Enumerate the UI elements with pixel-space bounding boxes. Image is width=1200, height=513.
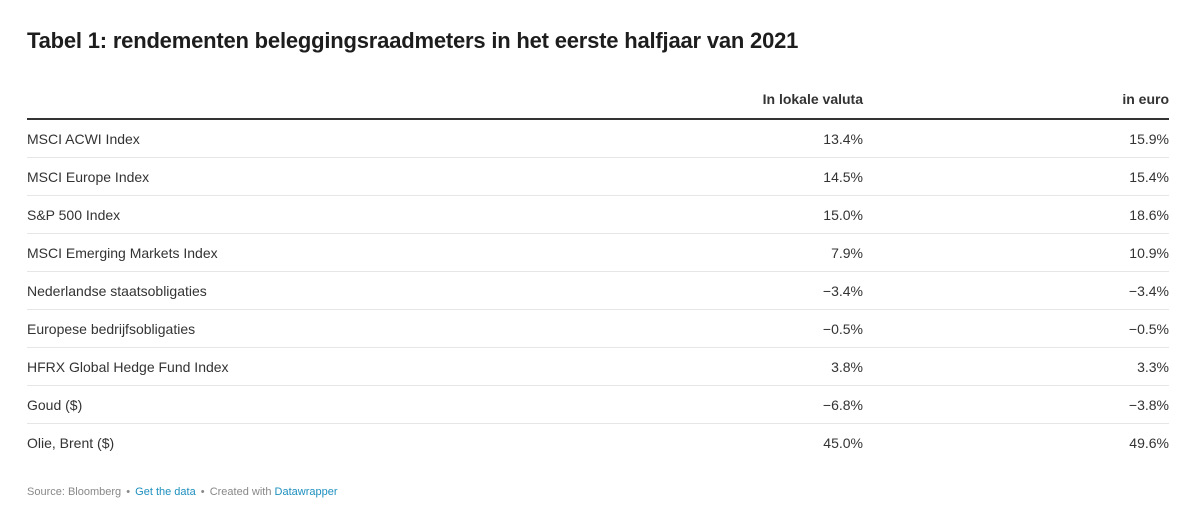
cell-euro: −3.4% xyxy=(863,271,1169,310)
cell-local-currency: 15.0% xyxy=(663,195,863,234)
source-note: Source: Bloomberg xyxy=(27,486,122,498)
cell-euro: 18.6% xyxy=(863,195,1169,234)
row-label: MSCI Europe Index xyxy=(27,157,663,196)
cell-local-currency: 45.0% xyxy=(823,434,863,451)
table-header-row: In lokale valuta in euro xyxy=(27,80,1169,120)
table-row: HFRX Global Hedge Fund Index 3.8% 3.3% xyxy=(27,347,1169,386)
table-body: MSCI ACWI Index 13.4% 15.9% MSCI Europe Ind… xyxy=(27,119,1169,461)
table-row: MSCI Emerging Markets Index 7.9% 10.9% xyxy=(27,233,1169,272)
row-label: HFRX Global Hedge Fund Index xyxy=(27,347,663,386)
table-row: MSCI Europe Index 14.5% 15.4% xyxy=(27,157,1169,196)
row-label: Europese bedrijfsobligaties xyxy=(27,309,663,348)
cell-local-currency: 14.5% xyxy=(663,157,863,196)
table-row: Nederlandse staatsobligaties −3.4% −3.4% xyxy=(27,271,1169,310)
cell-euro: −0.5% xyxy=(863,309,1169,348)
row-label: Goud ($) xyxy=(27,385,663,424)
cell-euro: 3.3% xyxy=(863,347,1169,386)
table-row: Olie, Brent ($) 45.0% 49.6% xyxy=(27,424,1169,462)
data-table: In lokale valuta in euro MSCI ACWI Index… xyxy=(27,80,1169,461)
row-label: Olie, Brent ($) xyxy=(27,434,115,451)
cell-euro: −3.8% xyxy=(863,385,1169,424)
column-header-euro[interactable]: in euro xyxy=(863,80,1169,120)
get-the-data-link[interactable]: Get the data xyxy=(135,486,196,498)
row-label: MSCI Emerging Markets Index xyxy=(27,233,663,272)
column-header-local-currency[interactable]: In lokale valuta xyxy=(663,80,863,120)
chart-title: Tabel 1: rendementen beleggingsraadmeter… xyxy=(27,28,799,53)
chart-container: Tabel 1: rendementen beleggingsraadmeter… xyxy=(27,27,1169,499)
cell-euro: 15.4% xyxy=(863,157,1169,196)
created-with-label: Created with xyxy=(209,486,272,498)
chart-footer: Source: Bloomberg • Get the data • Creat… xyxy=(27,485,1169,499)
cell-local-currency: 7.9% xyxy=(663,233,863,272)
column-header-name[interactable] xyxy=(27,80,663,120)
row-label: Nederlandse staatsobligaties xyxy=(27,271,663,310)
datawrapper-link[interactable]: Datawrapper xyxy=(274,486,338,498)
row-label: S&P 500 Index xyxy=(27,195,663,234)
row-label: MSCI ACWI Index xyxy=(27,119,663,158)
cell-local-currency: 13.4% xyxy=(663,119,863,158)
cell-local-currency: −3.4% xyxy=(663,271,863,310)
table-row: Goud ($) −6.8% −3.8% xyxy=(27,385,1169,424)
cell-local-currency: −0.5% xyxy=(663,309,863,348)
cell-euro: 15.9% xyxy=(863,119,1169,158)
table-row: Europese bedrijfsobligaties −0.5% −0.5% xyxy=(27,309,1169,348)
footer-separator: • xyxy=(200,486,205,498)
cell-euro: 49.6% xyxy=(1129,434,1169,451)
cell-local-currency: 3.8% xyxy=(663,347,863,386)
cell-local-currency: −6.8% xyxy=(663,385,863,424)
cell-euro: 10.9% xyxy=(863,233,1169,272)
table-row: MSCI ACWI Index 13.4% 15.9% xyxy=(27,119,1169,158)
table-row: S&P 500 Index 15.0% 18.6% xyxy=(27,195,1169,234)
footer-separator: • xyxy=(126,486,131,498)
